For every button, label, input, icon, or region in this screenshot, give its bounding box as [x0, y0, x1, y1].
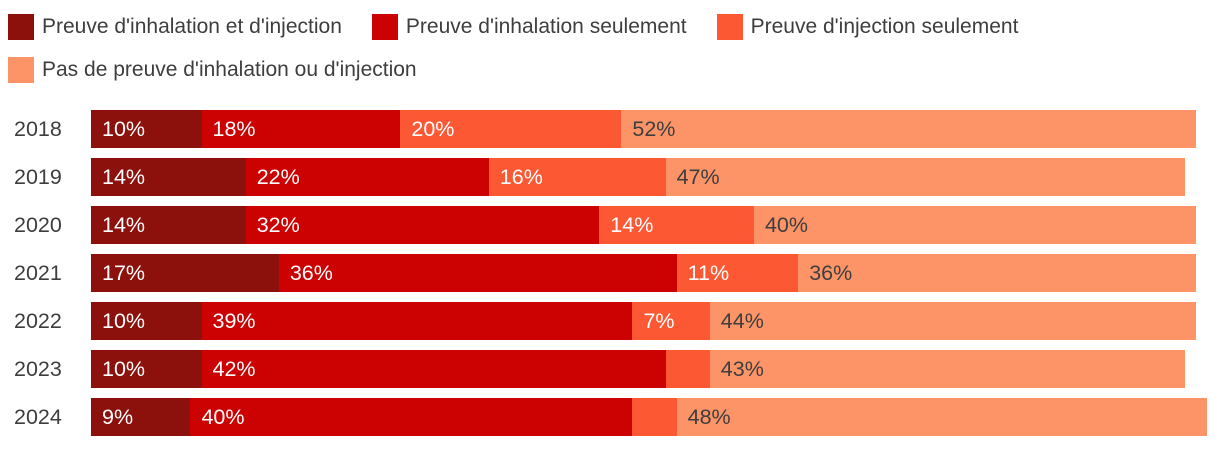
legend-label: Preuve d'inhalation seulement — [405, 15, 687, 38]
bar-segment: 52% — [621, 110, 1196, 148]
bar-segment: 10% — [91, 110, 202, 148]
bar-segment: 16% — [488, 158, 666, 196]
legend-item: Preuve d'inhalation et d'injection — [8, 14, 342, 40]
legend-item: Pas de preuve d'inhalation ou d'injectio… — [8, 57, 417, 83]
category-label: 2021 — [14, 260, 62, 285]
bar-segment: 39% — [201, 302, 633, 340]
bar-segment: 14% — [599, 206, 754, 244]
bar-segment: 36% — [278, 254, 677, 292]
category-label: 2018 — [14, 116, 62, 141]
bar-row: 2019 14% 22% 16% 47% — [0, 158, 1220, 196]
segment-value-label: 32% — [256, 212, 300, 237]
segment-value-label: 44% — [720, 308, 764, 333]
bar-segment — [665, 350, 710, 388]
bar-segment: 14% — [91, 158, 246, 196]
bar-segment: 11% — [676, 254, 799, 292]
legend-label: Preuve d'injection seulement — [750, 15, 1019, 38]
stacked-bar: 10% 18% 20% 52% — [91, 110, 1196, 148]
bar-segment: 10% — [91, 302, 202, 340]
segment-value-label: 40% — [764, 212, 809, 237]
bar-row: 2021 17% 36% 11% 36% — [0, 254, 1220, 292]
bar-segment — [632, 398, 677, 436]
bar-segment: 42% — [201, 350, 666, 388]
stacked-bar: 10% 39% 7% 44% — [91, 302, 1196, 340]
bar-segment: 48% — [676, 398, 1208, 436]
legend-label: Pas de preuve d'inhalation ou d'injectio… — [42, 58, 417, 81]
segment-value-label: 43% — [720, 356, 764, 381]
stacked-bar: 14% 32% 14% 40% — [91, 206, 1196, 244]
segment-value-label: 14% — [610, 212, 654, 237]
bar-segment: 43% — [709, 350, 1185, 388]
legend-label: Preuve d'inhalation et d'injection — [42, 15, 342, 38]
segment-value-label: 10% — [102, 356, 146, 381]
segment-value-label: 47% — [676, 164, 720, 189]
segment-value-label: 16% — [499, 164, 543, 189]
category-label: 2020 — [14, 212, 62, 237]
segment-value-label: 9% — [102, 404, 134, 429]
bar-row: 2020 14% 32% 14% 40% — [0, 206, 1220, 244]
segment-value-label: 36% — [809, 260, 853, 285]
segment-value-label: 14% — [102, 212, 146, 237]
segment-value-label: 10% — [102, 116, 146, 141]
bar-segment: 14% — [91, 206, 246, 244]
legend-swatch — [8, 14, 34, 40]
stacked-bar: 17% 36% 11% 36% — [91, 254, 1196, 292]
bar-row: 2018 10% 18% 20% 52% — [0, 110, 1220, 148]
segment-value-label: 52% — [632, 116, 676, 141]
bar-row: 2023 10% 42% 43% — [0, 350, 1220, 388]
bar-segment: 36% — [798, 254, 1196, 292]
segment-value-label: 22% — [256, 164, 300, 189]
legend-swatch — [716, 14, 743, 40]
legend: Preuve d'inhalation et d'injection Preuve… — [0, 14, 1220, 83]
legend-swatch — [8, 57, 34, 83]
bar-row: 2024 9% 40% 48% — [0, 398, 1220, 436]
bar-segment: 9% — [91, 398, 191, 436]
segment-value-label: 48% — [687, 404, 731, 429]
category-label: 2022 — [14, 308, 62, 333]
segment-value-label: 14% — [102, 164, 146, 189]
bar-segment: 10% — [91, 350, 202, 388]
stacked-bar: 14% 22% 16% 47% — [91, 158, 1185, 196]
bar-segment: 7% — [632, 302, 710, 340]
bar-segment: 20% — [400, 110, 622, 148]
stacked-bar: 10% 42% 43% — [91, 350, 1185, 388]
bar-segment: 40% — [753, 206, 1196, 244]
bar-segment: 17% — [91, 254, 279, 292]
category-label: 2019 — [14, 164, 62, 189]
category-label: 2023 — [14, 356, 62, 381]
bar-segment: 40% — [190, 398, 633, 436]
segment-value-label: 39% — [212, 308, 256, 333]
segment-value-label: 11% — [687, 260, 730, 285]
legend-item: Preuve d'inhalation seulement — [371, 14, 687, 40]
segment-value-label: 42% — [212, 356, 256, 381]
bar-segment: 22% — [245, 158, 489, 196]
bar-segment: 18% — [201, 110, 401, 148]
segment-value-label: 40% — [201, 404, 245, 429]
segment-value-label: 20% — [411, 116, 455, 141]
bar-chart: 2018 10% 18% 20% 52% 2019 14% 22% 16% 47% 2020 14% 3… — [0, 110, 1220, 436]
stacked-bar: 9% 40% 48% — [91, 398, 1208, 436]
segment-value-label: 7% — [643, 308, 675, 333]
legend-swatch — [371, 14, 398, 40]
bar-row: 2022 10% 39% 7% 44% — [0, 302, 1220, 340]
bar-segment: 47% — [665, 158, 1185, 196]
segment-value-label: 18% — [212, 116, 256, 141]
segment-value-label: 10% — [102, 308, 146, 333]
category-label: 2024 — [14, 404, 62, 429]
bar-segment: 44% — [709, 302, 1196, 340]
bar-segment: 32% — [245, 206, 600, 244]
legend-item: Preuve d'injection seulement — [716, 14, 1019, 40]
segment-value-label: 36% — [289, 260, 333, 285]
segment-value-label: 17% — [102, 260, 146, 285]
